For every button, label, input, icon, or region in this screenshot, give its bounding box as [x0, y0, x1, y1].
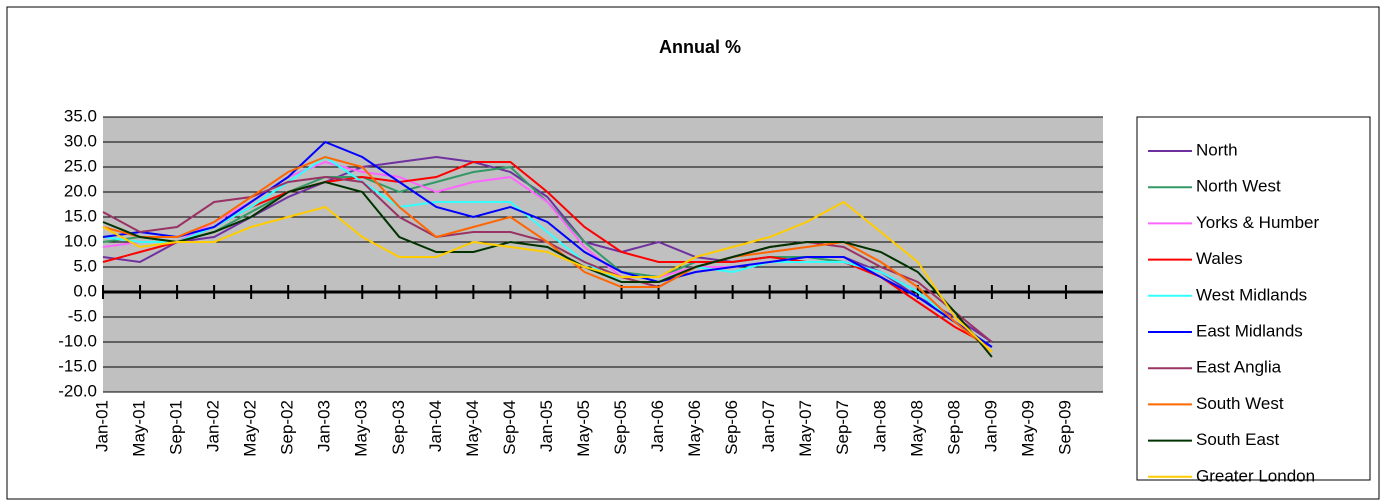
x-tick-label: Sep-04 [500, 400, 519, 455]
legend-label: Yorks & Humber [1196, 213, 1319, 232]
x-tick-label: May-02 [241, 400, 260, 457]
x-tick-label: Jan-02 [204, 400, 223, 452]
plot-area [103, 117, 1103, 392]
x-tick-label: Jan-03 [315, 400, 334, 452]
y-tick-label: 20.0 [64, 181, 97, 200]
legend-label: South West [1196, 394, 1284, 413]
x-tick-label: May-07 [796, 400, 815, 457]
y-tick-label: 5.0 [73, 256, 97, 275]
series-line [102, 180, 993, 358]
x-tick-label: May-06 [685, 400, 704, 457]
x-tick-label: Sep-02 [278, 400, 297, 455]
x-tick-label: Jan-09 [981, 400, 1000, 452]
x-tick-label: May-01 [130, 400, 149, 457]
x-tick-label: Sep-05 [611, 400, 630, 455]
x-tick-label: May-09 [1018, 400, 1037, 457]
x-tick-label: Jan-06 [648, 400, 667, 452]
y-tick-label: 10.0 [64, 231, 97, 250]
x-tick-label: May-04 [463, 400, 482, 457]
legend-label: South East [1196, 430, 1279, 449]
y-tick-label: 0.0 [73, 281, 97, 300]
chart-title: Annual % [659, 37, 741, 57]
y-tick-label: -15.0 [58, 356, 97, 375]
y-tick-label: -20.0 [58, 381, 97, 400]
x-tick-label: Jan-07 [759, 400, 778, 452]
y-tick-label: -5.0 [68, 306, 97, 325]
legend-label: Greater London [1196, 466, 1315, 485]
x-tick-label: May-03 [352, 400, 371, 457]
x-tick-label: Sep-01 [167, 400, 186, 455]
legend [1136, 116, 1371, 481]
y-tick-label: 25.0 [64, 156, 97, 175]
y-tick-label: 35.0 [64, 106, 97, 125]
series-line [102, 155, 993, 348]
series-line [102, 200, 993, 353]
x-tick-label: Jan-01 [92, 400, 111, 452]
x-tick-label: Sep-09 [1055, 400, 1074, 455]
legend-label: North [1196, 140, 1238, 159]
x-tick-label: May-05 [574, 400, 593, 457]
legend-label: North West [1196, 177, 1281, 196]
legend-label: East Midlands [1196, 321, 1303, 340]
x-tick-label: Jan-04 [426, 400, 445, 452]
series-line [102, 140, 993, 348]
x-tick-label: Sep-03 [389, 400, 408, 455]
x-tick-label: Sep-06 [722, 400, 741, 455]
x-tick-label: Sep-07 [833, 400, 852, 455]
x-tick-label: Sep-08 [944, 400, 963, 455]
y-tick-label: -10.0 [58, 331, 97, 350]
x-tick-label: May-08 [907, 400, 926, 457]
x-tick-label: Jan-08 [870, 400, 889, 452]
y-tick-label: 30.0 [64, 131, 97, 150]
y-tick-label: 15.0 [64, 206, 97, 225]
legend-label: Wales [1196, 249, 1243, 268]
x-tick-label: Jan-05 [537, 400, 556, 452]
legend-label: East Anglia [1196, 358, 1282, 377]
legend-label: West Midlands [1196, 285, 1307, 304]
